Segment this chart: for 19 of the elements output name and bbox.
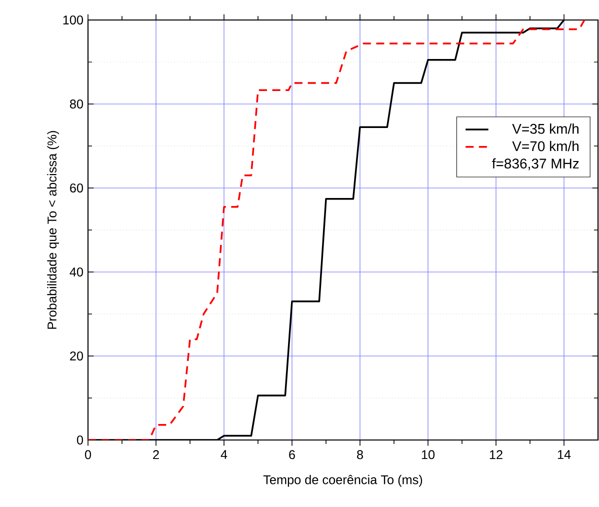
y-tick-label: 80 <box>70 100 84 108</box>
x-tick-label: 0 <box>84 450 92 460</box>
x-tick-label: 8 <box>357 450 363 460</box>
y-tick-label: 60 <box>70 184 84 192</box>
x-tick-label: 14 <box>558 450 571 459</box>
x-axis-title: Tempo de coerência To (ms) <box>263 474 422 487</box>
x-tick-label: 2 <box>153 450 159 460</box>
legend-label: V=70 km/h <box>512 140 578 152</box>
y-axis-title: Probabilidade que To < abcissa (%) <box>47 131 60 329</box>
x-tick-label: 4 <box>220 450 228 459</box>
legend-label: V=35 km/h <box>512 124 578 134</box>
y-tick-label: 20 <box>70 352 84 360</box>
x-tick-label: 6 <box>289 450 295 460</box>
y-tick-label: 0 <box>76 436 84 444</box>
y-tick-label: 100 <box>63 16 84 24</box>
y-tick-label: 40 <box>70 268 84 276</box>
x-tick-label: 12 <box>490 450 502 460</box>
x-tick-label: 10 <box>422 450 435 460</box>
annotation: f=836,37 MHz <box>492 158 579 170</box>
